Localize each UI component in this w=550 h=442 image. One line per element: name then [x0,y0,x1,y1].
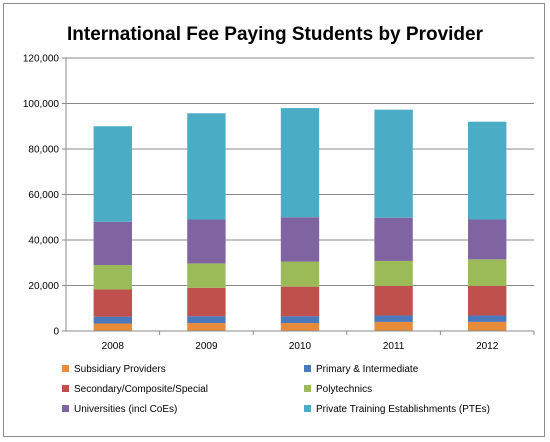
y-tick-label: 60,000 [28,190,59,201]
legend-label: Primary & Intermediate [316,364,419,375]
bar-segment [374,109,413,218]
bar-segment [187,113,226,220]
x-tick-label: 2011 [383,341,405,352]
y-tick-label: 100,000 [23,99,60,110]
bar-segment [374,321,413,331]
legend-swatch [62,405,69,412]
bar-segment [280,323,320,331]
legend-swatch [304,405,311,412]
legend-label: Secondary/Composite/Special [74,384,208,395]
bar-segment [93,316,132,324]
legend-swatch [304,385,311,392]
x-tick-label: 2012 [476,341,499,352]
bar-segment [187,323,226,331]
bar-segment [280,261,320,287]
y-tick-label: 40,000 [28,236,59,247]
bar-segment [374,260,413,286]
chart-title: International Fee Paying Students by Pro… [67,24,484,45]
legend-label: Subsidiary Providers [74,364,166,375]
chart-frame: International Fee Paying Students by Pro… [3,3,545,437]
bar-segment [468,315,507,322]
y-tick-label: 20,000 [28,281,59,292]
bar-segment [93,289,132,317]
bar-segment [187,287,226,317]
bar-segment [93,126,132,222]
bar-segment [280,108,320,218]
stacked-bar-chart: International Fee Paying Students by Pro… [23,24,535,415]
bar-segment [93,221,132,266]
bar-segment [93,323,132,331]
legend-swatch [62,365,69,372]
bar-segment [374,315,413,322]
bar-segment [468,259,507,286]
x-tick-label: 2009 [195,341,218,352]
y-tick-label: 120,000 [23,54,60,65]
bar-segment [468,121,507,220]
bar-segment [93,265,132,290]
bar-segment [187,263,226,288]
bar-segment [468,219,507,260]
legend-label: Polytechnics [316,384,372,395]
bar-segment [468,285,507,316]
bar-segment [374,217,413,261]
legend-label: Universities (incl CoEs) [74,404,177,415]
axes: 0 20,000 40,000 60,000 80,000 100,000 120,000 2… [23,54,535,352]
bar-segment [280,316,320,324]
bar-segment [187,219,226,264]
bars [93,108,507,331]
x-tick-label: 2008 [102,341,125,352]
legend-swatch [304,365,311,372]
bar-segment [468,321,507,331]
bar-segment [280,286,320,317]
y-tick-label: 0 [53,327,59,338]
y-tick-label: 80,000 [28,145,59,156]
x-tick-label: 2010 [289,341,312,352]
legend: Subsidiary Providers Primary & Intermedia… [62,364,490,415]
legend-swatch [62,385,69,392]
bar-segment [187,316,226,324]
bar-segment [280,217,320,262]
legend-label: Private Training Establishments (PTEs) [316,404,490,415]
bar-segment [374,285,413,316]
